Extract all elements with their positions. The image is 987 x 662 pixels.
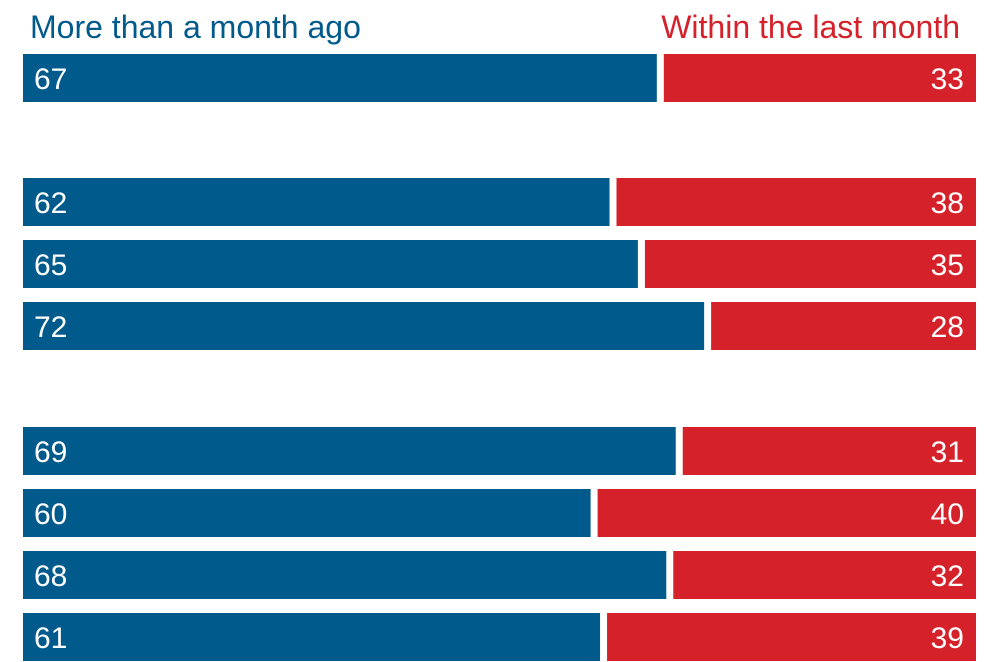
label-more-than-month-2: 62 (34, 187, 67, 220)
label-within-last-month-5: 31 (931, 436, 964, 469)
bars-group: 67 33 62 38 65 35 72 28 69 31 60 40 68 32 61 39 (23, 54, 976, 661)
bar-within-last-month-1 (663, 54, 976, 102)
label-within-last-month-8: 39 (931, 622, 964, 655)
bar-more-than-month-6 (23, 489, 591, 537)
label-more-than-month-3: 65 (34, 249, 67, 282)
label-within-last-month-6: 40 (931, 498, 964, 531)
label-more-than-month-4: 72 (34, 311, 67, 344)
label-within-last-month-1: 33 (931, 63, 964, 96)
legend-more-than-a-month-ago: More than a month ago (30, 9, 361, 45)
bar-within-last-month-2 (616, 178, 976, 226)
bar-within-last-month-4 (711, 302, 976, 350)
bar-within-last-month-5 (682, 427, 976, 475)
bar-more-than-month-2 (23, 178, 610, 226)
bar-more-than-month-5 (23, 427, 676, 475)
bar-more-than-month-8 (23, 613, 601, 661)
label-more-than-month-8: 61 (34, 622, 67, 655)
bar-more-than-month-7 (23, 551, 667, 599)
legend-within-the-last-month: Within the last month (661, 9, 960, 45)
bar-within-last-month-6 (597, 489, 976, 537)
label-within-last-month-4: 28 (931, 311, 964, 344)
label-within-last-month-3: 35 (931, 249, 964, 282)
label-more-than-month-7: 68 (34, 560, 67, 593)
bar-more-than-month-3 (23, 240, 638, 288)
label-within-last-month-7: 32 (931, 560, 964, 593)
bar-within-last-month-8 (607, 613, 976, 661)
label-within-last-month-2: 38 (931, 187, 964, 220)
label-more-than-month-6: 60 (34, 498, 67, 531)
bar-within-last-month-3 (644, 240, 976, 288)
bar-more-than-month-4 (23, 302, 705, 350)
bar-more-than-month-1 (23, 54, 657, 102)
label-more-than-month-5: 69 (34, 436, 67, 469)
label-more-than-month-1: 67 (34, 63, 67, 96)
bar-within-last-month-7 (673, 551, 976, 599)
